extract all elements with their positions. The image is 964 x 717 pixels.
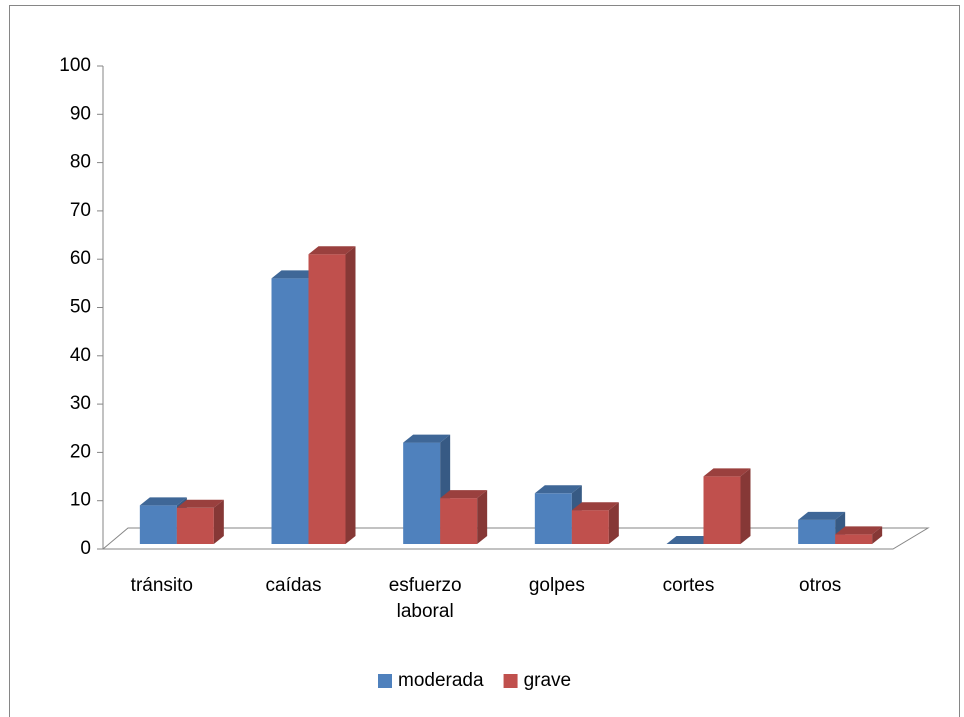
legend-swatch <box>378 674 392 688</box>
bar-side <box>872 526 883 544</box>
bar-side <box>740 468 751 544</box>
bar-side <box>608 502 619 544</box>
bar <box>534 485 582 544</box>
chart-border <box>9 5 960 717</box>
bar-front <box>534 493 572 544</box>
x-tick-label: cortes <box>662 575 715 596</box>
bar-top <box>403 434 451 443</box>
x-tick-label: esfuerzo laboral <box>388 575 462 622</box>
bar-top <box>703 468 751 477</box>
y-tick-label: 40 <box>70 345 91 366</box>
bar <box>703 468 751 544</box>
bar-top <box>440 490 488 499</box>
bar-side <box>345 246 356 544</box>
bar-front <box>271 278 309 544</box>
bar-top <box>798 511 846 520</box>
bar-front <box>571 510 609 544</box>
bar-top <box>176 499 224 508</box>
bar <box>835 526 883 544</box>
bar-top <box>534 485 582 494</box>
bar-front <box>835 534 873 544</box>
x-tick-label: caídas <box>265 575 322 596</box>
x-tick-label: otros <box>799 575 842 596</box>
bar-top <box>666 536 714 544</box>
y-tick-label: 0 <box>80 538 91 559</box>
bar <box>440 490 488 544</box>
bar-top <box>835 526 883 535</box>
bar-top <box>139 497 187 506</box>
bar <box>571 502 619 544</box>
x-tick-label: tránsito <box>130 575 193 596</box>
y-tick-label: 20 <box>70 441 91 462</box>
bar-side <box>213 499 224 544</box>
bar-top <box>571 502 619 511</box>
bar-front <box>308 254 346 544</box>
y-tick-label: 90 <box>70 103 91 124</box>
floor <box>101 527 930 550</box>
bar-front <box>440 498 478 544</box>
bar-front <box>176 507 214 544</box>
bar-front <box>703 476 741 544</box>
bar <box>308 246 356 544</box>
bar-front <box>403 442 441 544</box>
y-tick-label: 100 <box>59 55 91 76</box>
y-tick-label: 60 <box>70 248 91 269</box>
legend-swatch <box>503 674 518 688</box>
bar <box>666 536 714 544</box>
y-tick-label: 80 <box>70 152 91 173</box>
y-tick-label: 30 <box>70 393 91 414</box>
legend-label: moderada <box>398 670 484 691</box>
y-tick-label: 50 <box>70 297 91 318</box>
bar-side <box>477 490 488 544</box>
bar-top <box>271 270 319 279</box>
bar-front <box>798 519 836 544</box>
bar-top <box>308 246 356 255</box>
y-tick-label: 70 <box>70 200 91 221</box>
x-tick-label: golpes <box>528 575 585 596</box>
bar <box>176 499 224 544</box>
bar-front <box>139 505 177 544</box>
y-tick-label: 10 <box>70 490 91 511</box>
legend-label: grave <box>524 670 572 691</box>
